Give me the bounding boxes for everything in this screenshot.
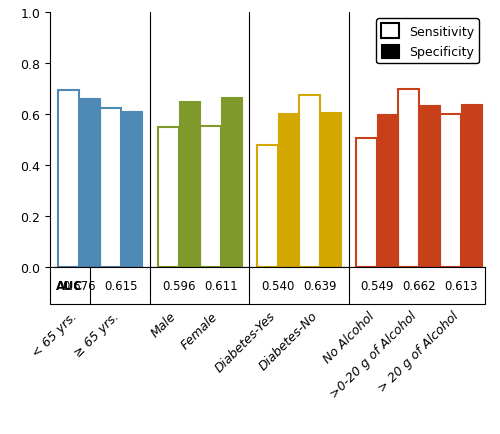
Text: Diabetes-No: Diabetes-No <box>256 309 320 373</box>
Text: < 65 yrs.: < 65 yrs. <box>30 309 80 359</box>
Text: 0.662: 0.662 <box>402 279 436 292</box>
Bar <box>320 113 341 267</box>
Bar <box>440 115 462 267</box>
Bar <box>378 115 398 267</box>
Text: Diabetes-Yes: Diabetes-Yes <box>212 309 278 375</box>
Text: >0-20 g of Alcohol: >0-20 g of Alcohol <box>328 309 420 401</box>
Text: AUC: AUC <box>56 279 84 292</box>
Bar <box>80 99 100 267</box>
Text: Male: Male <box>148 309 178 339</box>
Bar <box>398 89 419 267</box>
Text: ≥ 65 yrs.: ≥ 65 yrs. <box>72 309 121 359</box>
Text: > 20 g of Alcohol: > 20 g of Alcohol <box>376 309 462 395</box>
Legend: Sensitivity, Specificity: Sensitivity, Specificity <box>376 19 479 64</box>
Text: 0.540: 0.540 <box>262 279 294 292</box>
Bar <box>220 98 242 267</box>
Text: 0.676: 0.676 <box>62 279 96 292</box>
Bar <box>158 128 178 267</box>
Bar <box>299 96 320 267</box>
Bar <box>121 112 142 267</box>
Text: 0.613: 0.613 <box>444 279 478 292</box>
Text: Female: Female <box>179 309 220 351</box>
Text: No Alcohol: No Alcohol <box>321 309 378 365</box>
Bar <box>356 139 378 267</box>
Bar <box>58 91 80 267</box>
Bar <box>462 105 482 267</box>
Text: 0.611: 0.611 <box>204 279 238 292</box>
Text: 0.639: 0.639 <box>303 279 336 292</box>
Text: 0.596: 0.596 <box>162 279 196 292</box>
Text: 0.615: 0.615 <box>104 279 138 292</box>
Bar <box>100 108 121 267</box>
Bar <box>257 145 278 267</box>
Bar <box>278 114 299 267</box>
Bar <box>200 127 220 267</box>
Bar <box>420 106 440 267</box>
Bar <box>178 102 200 267</box>
Text: 0.549: 0.549 <box>360 279 394 292</box>
